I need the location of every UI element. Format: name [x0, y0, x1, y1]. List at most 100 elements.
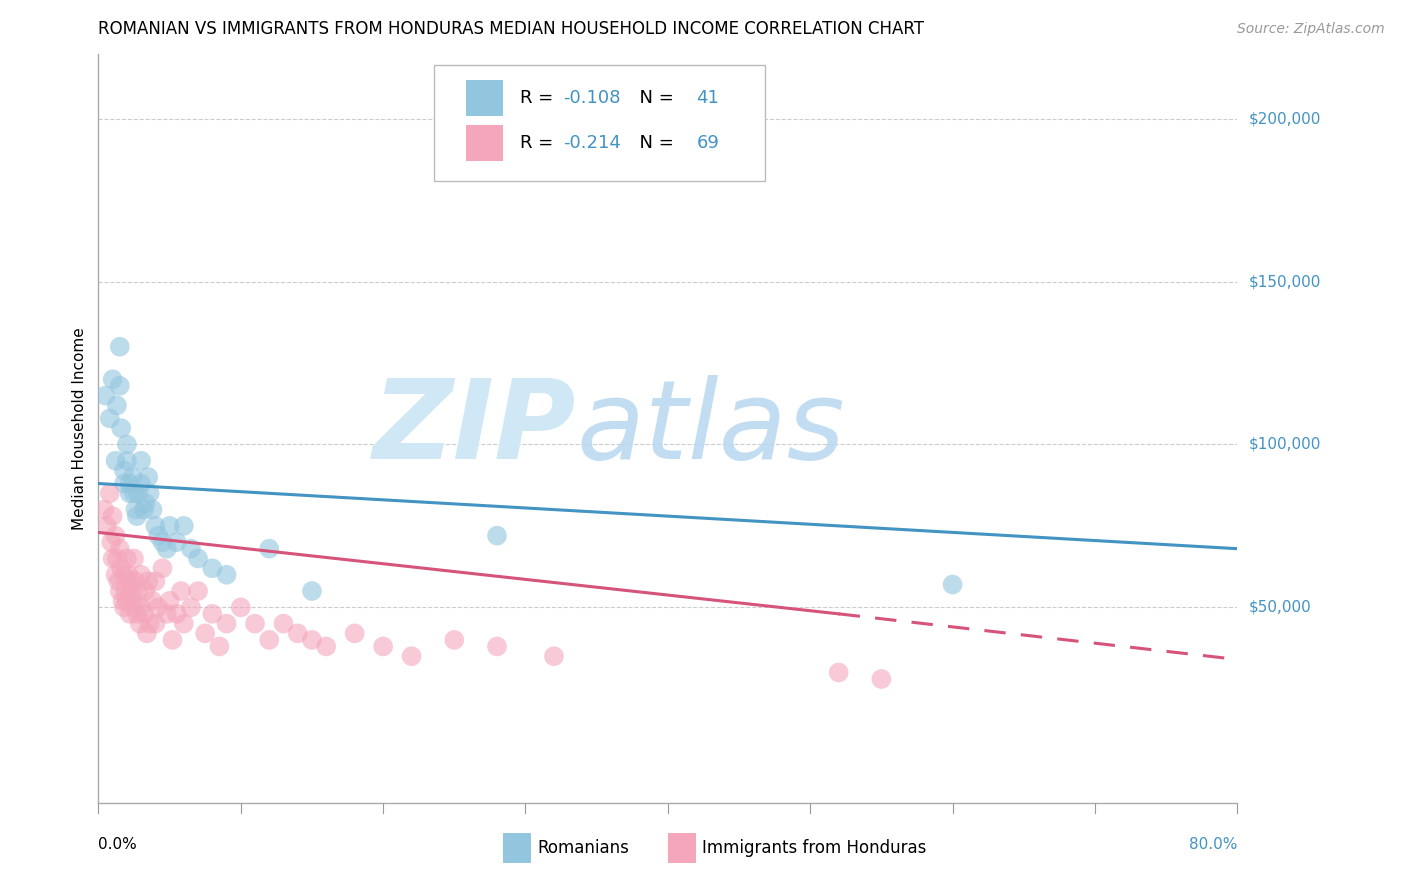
Text: 80.0%: 80.0% [1189, 837, 1237, 852]
FancyBboxPatch shape [467, 80, 503, 117]
Text: Immigrants from Honduras: Immigrants from Honduras [702, 838, 927, 856]
Point [122, 486, 145, 500]
Point [118, 486, 141, 500]
Point [96, 519, 118, 533]
Point [141, 502, 163, 516]
Point [118, 476, 141, 491]
Point [115, 551, 138, 566]
Point [100, 535, 122, 549]
Point [194, 626, 217, 640]
Point [201, 607, 224, 621]
Point [108, 584, 131, 599]
FancyBboxPatch shape [467, 126, 503, 161]
Point [243, 616, 266, 631]
Point [114, 584, 136, 599]
Point [108, 340, 131, 354]
Point [273, 616, 295, 631]
Point [124, 574, 146, 589]
Point [110, 421, 132, 435]
Point [301, 584, 323, 599]
Text: N =: N = [628, 89, 679, 107]
Text: 0.0%: 0.0% [98, 837, 138, 852]
Point [166, 535, 188, 549]
Point [315, 640, 337, 654]
Point [148, 529, 170, 543]
Point [108, 541, 131, 556]
Point [129, 454, 152, 468]
Point [121, 594, 143, 608]
Point [105, 551, 128, 566]
Point [101, 509, 124, 524]
Point [104, 454, 127, 468]
Point [122, 551, 145, 566]
Text: $50,000: $50,000 [1249, 599, 1312, 615]
Point [159, 519, 181, 533]
Point [136, 574, 159, 589]
Point [543, 649, 565, 664]
Point [173, 616, 195, 631]
Point [134, 496, 156, 510]
Point [125, 607, 148, 621]
Point [343, 626, 366, 640]
Point [259, 541, 281, 556]
Point [112, 600, 135, 615]
Point [127, 486, 149, 500]
Text: Romanians: Romanians [537, 838, 628, 856]
Point [152, 535, 174, 549]
Y-axis label: Median Household Income: Median Household Income [72, 326, 87, 530]
Text: ZIP: ZIP [373, 375, 576, 482]
Point [98, 411, 121, 425]
Point [229, 600, 252, 615]
Point [132, 607, 155, 621]
Point [159, 594, 181, 608]
Point [156, 541, 179, 556]
Point [112, 463, 135, 477]
Text: -0.214: -0.214 [562, 135, 621, 153]
Point [152, 561, 174, 575]
Point [93, 502, 115, 516]
Point [110, 561, 132, 575]
Point [287, 626, 309, 640]
Point [145, 616, 167, 631]
Point [135, 626, 157, 640]
Point [98, 486, 121, 500]
Point [101, 551, 124, 566]
Point [180, 600, 202, 615]
Point [208, 640, 231, 654]
Point [101, 372, 124, 386]
Point [132, 502, 155, 516]
Text: N =: N = [628, 135, 679, 153]
Point [187, 584, 209, 599]
Point [486, 529, 509, 543]
Point [104, 567, 127, 582]
Text: R =: R = [520, 89, 558, 107]
Point [187, 551, 209, 566]
Text: Source: ZipAtlas.com: Source: ZipAtlas.com [1237, 22, 1385, 37]
Point [942, 577, 965, 591]
Point [162, 632, 184, 647]
Point [127, 584, 149, 599]
Point [170, 584, 193, 599]
Point [112, 476, 135, 491]
Point [115, 437, 138, 451]
Text: $150,000: $150,000 [1249, 274, 1320, 289]
Text: -0.108: -0.108 [562, 89, 620, 107]
Point [215, 616, 238, 631]
Point [373, 640, 395, 654]
FancyBboxPatch shape [668, 833, 696, 863]
Point [118, 574, 141, 589]
Text: $100,000: $100,000 [1249, 437, 1320, 452]
Point [111, 594, 134, 608]
Point [215, 567, 238, 582]
Point [120, 584, 142, 599]
Point [115, 454, 138, 468]
Point [166, 607, 188, 621]
Point [105, 398, 128, 412]
Point [141, 594, 163, 608]
Point [259, 632, 281, 647]
Point [870, 672, 893, 686]
FancyBboxPatch shape [503, 833, 531, 863]
Point [486, 640, 509, 654]
Point [125, 509, 148, 524]
Point [156, 607, 179, 621]
